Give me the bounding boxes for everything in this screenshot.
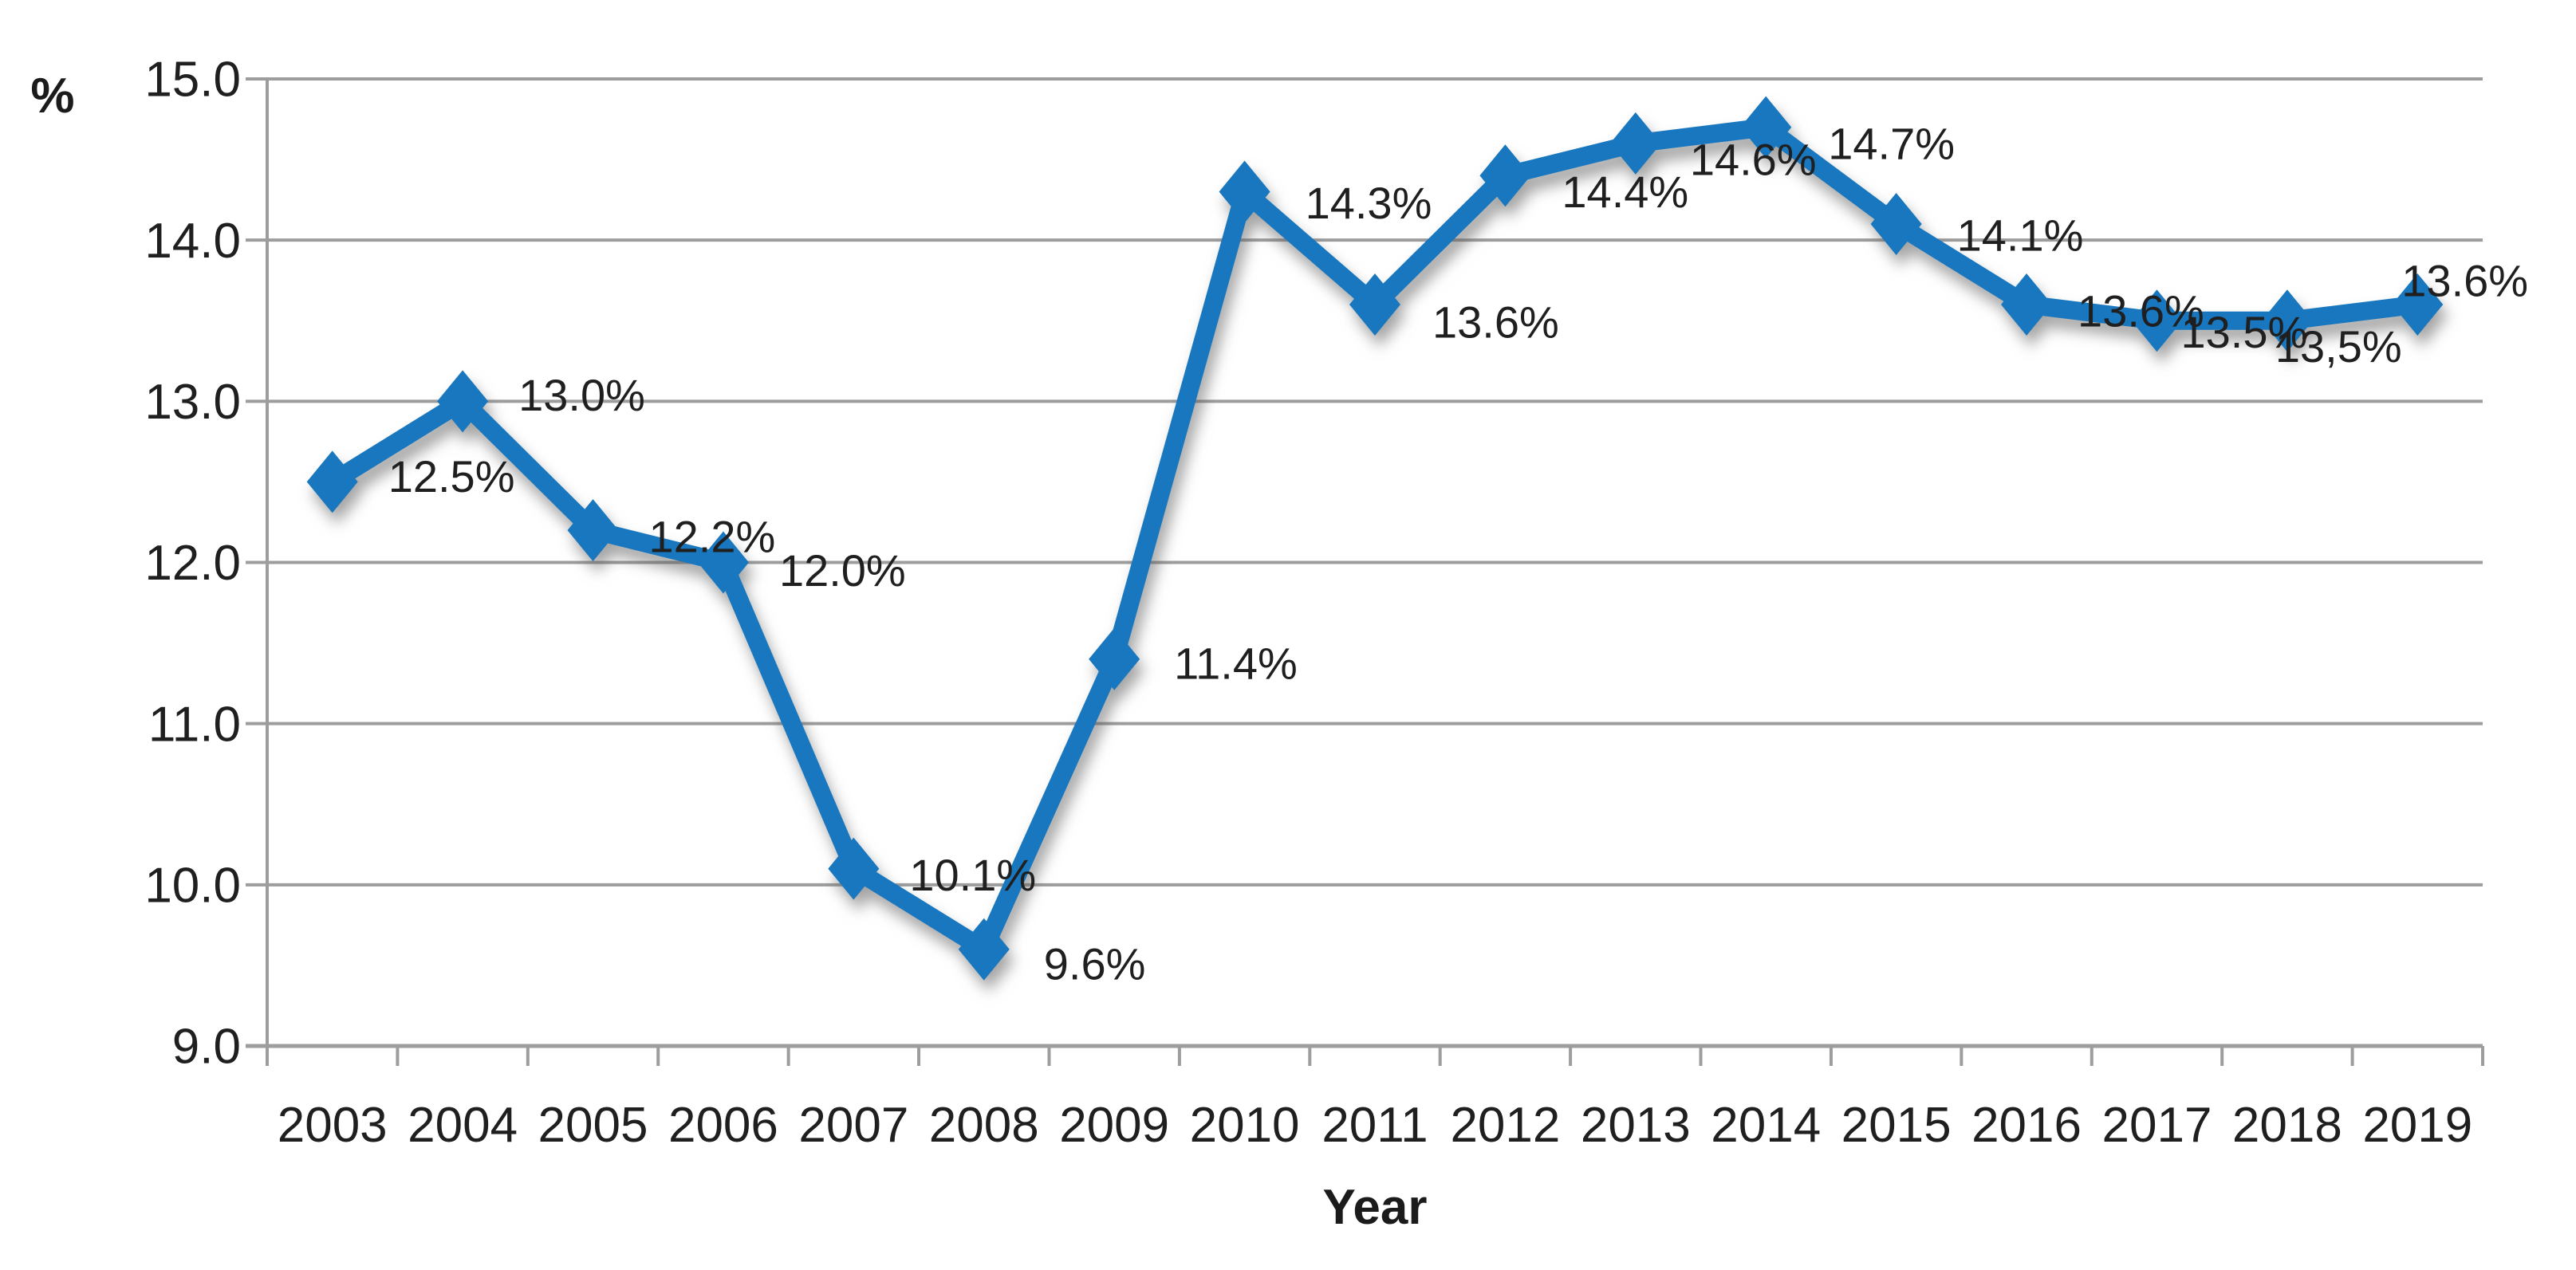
y-axis-title: % bbox=[30, 69, 75, 124]
x-tick-label: 2005 bbox=[538, 1098, 648, 1153]
y-tick-label: 13.0 bbox=[144, 375, 241, 430]
data-point-label: 14.1% bbox=[1957, 210, 2084, 261]
data-series bbox=[306, 96, 2444, 981]
data-point-marker bbox=[1609, 112, 1661, 175]
x-tick-label: 2006 bbox=[668, 1098, 778, 1153]
data-point-marker bbox=[1089, 627, 1140, 690]
x-tick-label: 2004 bbox=[408, 1098, 518, 1153]
data-point-marker bbox=[697, 531, 749, 594]
data-point-label: 14.7% bbox=[1828, 118, 1955, 168]
data-point-marker bbox=[2261, 289, 2313, 352]
x-axis-title: Year bbox=[1322, 1180, 1428, 1235]
x-tick-label: 2007 bbox=[798, 1098, 908, 1153]
data-point-label: 13.6% bbox=[1432, 297, 1559, 348]
x-tick-label: 2003 bbox=[278, 1098, 388, 1153]
x-tick-label: 2011 bbox=[1321, 1098, 1428, 1153]
x-tick-label: 2013 bbox=[1581, 1098, 1691, 1153]
data-point-label: 14.3% bbox=[1306, 178, 1432, 228]
data-point-label: 9.6% bbox=[1044, 938, 1146, 989]
y-tick-label: 10.0 bbox=[144, 859, 241, 914]
data-point-label: 13.6% bbox=[2401, 256, 2528, 306]
data-point-label: 13.6% bbox=[2078, 286, 2204, 336]
data-point-label: 12.2% bbox=[649, 512, 776, 562]
y-tick-label: 12.0 bbox=[144, 536, 241, 591]
x-tick-label: 2008 bbox=[929, 1098, 1039, 1153]
data-point-marker bbox=[1349, 273, 1400, 336]
y-tick-label: 11.0 bbox=[148, 697, 241, 752]
data-point-label: 13.0% bbox=[518, 370, 645, 420]
y-tick-label: 9.0 bbox=[172, 1020, 241, 1075]
x-tick-label: 2017 bbox=[2102, 1098, 2212, 1153]
x-tick-label: 2010 bbox=[1190, 1098, 1300, 1153]
x-tick-label: 2012 bbox=[1450, 1098, 1560, 1153]
data-point-label: 13.5% bbox=[2180, 307, 2307, 357]
x-tick-label: 2015 bbox=[1841, 1098, 1952, 1153]
x-tick-label: 2014 bbox=[1711, 1098, 1821, 1153]
data-point-label: 10.1% bbox=[909, 850, 1036, 900]
data-point-marker bbox=[1219, 160, 1270, 223]
x-tick-label: 2009 bbox=[1059, 1098, 1169, 1153]
data-point-marker bbox=[567, 499, 619, 562]
data-point-marker bbox=[2001, 273, 2053, 336]
y-tick-label: 14.0 bbox=[144, 214, 241, 269]
x-tick-label: 2016 bbox=[1971, 1098, 2082, 1153]
data-point-label: 14.6% bbox=[1690, 134, 1817, 184]
data-point-label: 12.0% bbox=[779, 545, 906, 596]
data-point-marker bbox=[306, 450, 358, 513]
data-point-label: 12.5% bbox=[388, 451, 515, 501]
data-point-marker bbox=[1870, 192, 1922, 255]
data-point-marker bbox=[2131, 289, 2183, 352]
data-point-marker bbox=[828, 837, 880, 900]
x-tick-label: 2019 bbox=[2362, 1098, 2472, 1153]
data-point-label: 14.4% bbox=[1562, 167, 1688, 217]
data-point-marker bbox=[1479, 144, 1531, 207]
series-line bbox=[323, 118, 2427, 959]
data-point-label: 11.4% bbox=[1174, 638, 1298, 688]
data-point-marker bbox=[958, 918, 1010, 981]
x-tick-label: 2018 bbox=[2232, 1098, 2342, 1153]
data-point-marker bbox=[437, 370, 489, 433]
data-point-marker bbox=[2392, 273, 2444, 336]
data-point-label: 13,5% bbox=[2275, 321, 2402, 372]
y-tick-label: 15.0 bbox=[144, 53, 241, 108]
data-point-marker bbox=[1740, 96, 1792, 159]
